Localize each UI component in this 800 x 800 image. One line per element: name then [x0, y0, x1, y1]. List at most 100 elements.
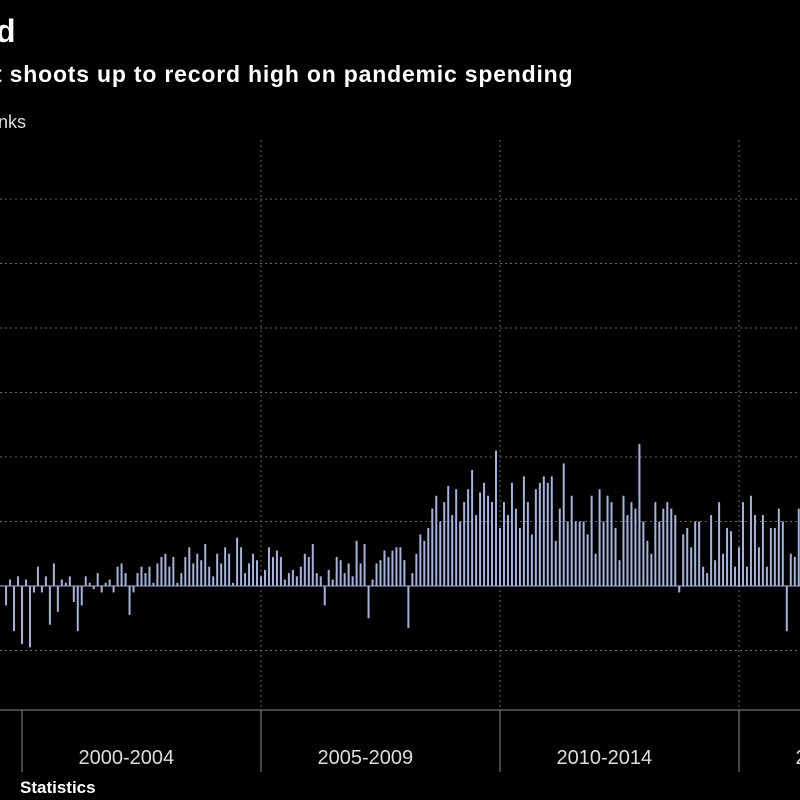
bar	[479, 492, 482, 586]
bar	[471, 469, 474, 586]
bar	[522, 476, 525, 586]
bar	[387, 556, 390, 586]
bar	[510, 482, 513, 586]
bar	[104, 582, 107, 586]
bar	[192, 563, 195, 586]
bar	[315, 573, 318, 586]
bar	[407, 586, 410, 628]
bar	[399, 547, 402, 586]
bar	[634, 508, 637, 586]
bar	[602, 521, 605, 586]
bar	[164, 553, 167, 586]
bar	[765, 566, 768, 586]
bar	[128, 586, 131, 616]
chart-subtitle: t shoots up to record high on pandemic s…	[0, 61, 573, 87]
bar	[13, 586, 16, 632]
bar	[347, 563, 350, 586]
bar	[224, 547, 227, 586]
bar	[431, 508, 434, 586]
bar	[76, 586, 79, 632]
bar	[56, 586, 59, 612]
bar	[646, 540, 649, 586]
bar	[403, 560, 406, 586]
bar	[236, 537, 239, 586]
bar	[654, 502, 657, 586]
bar	[196, 553, 199, 586]
bar	[562, 463, 565, 586]
bar	[327, 569, 330, 586]
bar	[542, 476, 545, 586]
bar	[626, 515, 629, 586]
bar	[260, 576, 262, 586]
bar	[745, 566, 748, 586]
bar	[96, 573, 99, 586]
bar	[546, 482, 549, 586]
bar	[435, 495, 438, 586]
bar	[622, 495, 625, 586]
bar	[694, 521, 697, 586]
bar	[263, 569, 266, 586]
bar	[120, 563, 123, 586]
bar	[351, 576, 354, 586]
bar	[718, 502, 721, 586]
bar	[447, 486, 450, 586]
bar	[530, 534, 533, 586]
bar	[311, 544, 314, 586]
bar	[208, 566, 211, 586]
bar	[734, 566, 737, 586]
bar	[698, 521, 701, 586]
bar	[419, 534, 422, 586]
bar	[630, 502, 633, 586]
bar	[212, 576, 215, 586]
bar	[220, 563, 223, 586]
bar	[666, 502, 669, 586]
bar	[455, 489, 458, 586]
bar	[566, 521, 569, 586]
bar	[32, 586, 35, 593]
bar	[534, 489, 537, 586]
bar	[279, 556, 282, 586]
bar	[323, 586, 326, 606]
bar	[789, 553, 792, 586]
x-tick-label: 2010-2014	[557, 747, 653, 769]
bar	[558, 508, 561, 586]
bar	[307, 556, 310, 586]
bar	[491, 502, 494, 586]
bar	[614, 527, 617, 586]
bar	[148, 566, 151, 586]
bar	[375, 563, 378, 586]
bar	[383, 550, 386, 586]
bar	[550, 476, 553, 586]
bar	[793, 556, 796, 586]
bar	[702, 566, 705, 586]
bar	[24, 579, 27, 586]
bar	[124, 573, 127, 586]
bar	[21, 586, 23, 645]
bar	[28, 586, 31, 648]
unit-label: nks	[0, 112, 26, 132]
bar	[144, 573, 147, 586]
bar	[188, 547, 191, 586]
bar	[335, 556, 338, 586]
bar	[757, 547, 760, 586]
x-tick-label: 2005-2009	[318, 747, 414, 769]
bar	[48, 586, 51, 625]
bar	[184, 556, 187, 586]
bar	[642, 521, 645, 586]
bar	[674, 515, 677, 586]
bar	[650, 553, 653, 586]
bar	[730, 531, 733, 586]
bar	[391, 550, 394, 586]
bar	[741, 502, 744, 586]
bar	[359, 563, 362, 586]
bar	[610, 502, 613, 586]
bar	[690, 547, 693, 586]
bar	[395, 547, 398, 586]
bar	[17, 576, 20, 586]
bar	[722, 553, 725, 586]
bar	[590, 495, 593, 586]
bar	[574, 521, 577, 586]
bar	[682, 534, 685, 586]
bar	[116, 566, 119, 586]
